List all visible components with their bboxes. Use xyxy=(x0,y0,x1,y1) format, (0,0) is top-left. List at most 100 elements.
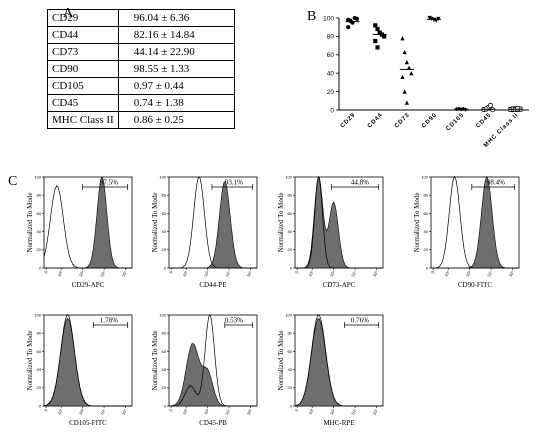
x-tick-label: 10⁴ xyxy=(99,270,107,278)
y-axis-label: Normalized To Mode xyxy=(26,192,34,252)
marker-value: 44.14 ± 22.90 xyxy=(117,43,235,61)
category-label: CD90 xyxy=(421,112,438,129)
y-axis-label: Normalized To Mode xyxy=(151,330,159,390)
data-point xyxy=(377,30,382,35)
y-tick-label: 20 xyxy=(288,385,293,390)
x-tick-label: 10⁴ xyxy=(224,408,232,416)
category-label: CD44 xyxy=(367,112,384,129)
x-tick-label: 10² xyxy=(307,269,315,277)
y-tick-label: 80 xyxy=(162,331,167,336)
y-tick-label: 0 xyxy=(164,265,167,270)
y-tick-label: 20 xyxy=(37,247,42,252)
y-tick-label: 60 xyxy=(288,349,293,354)
gate-percentage: 0.76% xyxy=(351,317,369,325)
gate-percentage: 44.8% xyxy=(351,179,369,187)
x-axis-label: CD29-APC xyxy=(72,281,105,289)
isotype-histogram xyxy=(43,314,132,407)
plot-frame xyxy=(43,176,133,269)
isotype-histogram xyxy=(295,175,383,269)
table-row: CD45 0.74 ± 1.38 xyxy=(47,94,235,112)
histogram-plot: 0 20 40 60 80 100 0 10² 10³ 10⁴ 10⁵ 98.4% Normalized… xyxy=(413,174,520,289)
y-tick-label: 80 xyxy=(327,34,335,41)
isotype-histogram xyxy=(169,314,257,407)
data-point xyxy=(348,18,353,23)
x-tick-label: 10⁴ xyxy=(224,270,232,278)
x-tick-label: 10⁴ xyxy=(486,270,494,278)
y-tick-label: 40 xyxy=(37,229,42,234)
x-tick-label: 10⁵ xyxy=(246,408,254,416)
x-tick-label: 10⁵ xyxy=(121,270,129,278)
y-tick-label: 100 xyxy=(34,312,41,317)
gate-percentage: 97.5% xyxy=(100,179,118,187)
y-tick-label: 60 xyxy=(288,211,293,216)
x-tick-label: 10³ xyxy=(465,269,473,277)
y-tick-label: 100 xyxy=(323,15,334,22)
data-point xyxy=(404,60,409,65)
histogram-plot: 0 20 40 60 80 100 0 10² 10³ 10⁴ 10⁵ 44.8% Normalized… xyxy=(277,174,384,289)
y-tick-label: 0 xyxy=(39,403,42,408)
data-point xyxy=(406,65,412,70)
data-point xyxy=(373,23,378,28)
y-tick-label: 60 xyxy=(37,349,42,354)
stained-histogram xyxy=(168,343,257,407)
x-tick-label: 0 xyxy=(168,269,174,274)
x-tick-label: 10² xyxy=(181,407,189,415)
table-row: MHC Class II 0.86 ± 0.25 xyxy=(47,111,235,129)
stained-histogram xyxy=(43,317,132,407)
x-tick-label: 10⁵ xyxy=(372,270,380,278)
x-tick-label: 10³ xyxy=(329,407,337,415)
y-tick-label: 40 xyxy=(37,367,42,372)
marker-table: CD29 96.04 ± 6.36 CD44 82.16 ± 14.84 CD73 44.… xyxy=(47,9,235,129)
table-row: CD29 96.04 ± 6.36 xyxy=(47,9,235,27)
x-axis-label: CD90-FITC xyxy=(458,281,493,289)
x-axis-label: CD73-APC xyxy=(323,281,356,289)
y-axis-label: Normalized To Mode xyxy=(413,192,421,252)
y-tick-label: 100 xyxy=(285,312,292,317)
data-point xyxy=(400,36,405,41)
y-tick-label: 100 xyxy=(421,174,428,179)
y-tick-label: 80 xyxy=(424,193,429,198)
y-tick-label: 40 xyxy=(288,229,293,234)
y-tick-label: 80 xyxy=(288,331,293,336)
y-tick-label: 100 xyxy=(159,174,166,179)
y-tick-label: 60 xyxy=(424,211,429,216)
isotype-histogram xyxy=(294,314,383,407)
x-tick-label: 10³ xyxy=(203,407,211,415)
x-tick-label: 0 xyxy=(168,407,174,412)
data-point xyxy=(400,74,405,79)
data-point xyxy=(402,49,407,55)
gate-percentage: 1.78% xyxy=(100,317,118,325)
marker-value: 0.86 ± 0.25 xyxy=(117,111,235,129)
x-tick-label: 10³ xyxy=(329,269,337,277)
y-tick-label: 20 xyxy=(37,385,42,390)
histogram-plot: 0 20 40 60 80 100 0 10² 10³ 10⁴ 10⁵ 0.76% Normalized… xyxy=(277,312,384,427)
x-tick-label: 10⁴ xyxy=(350,408,358,416)
x-axis-label: CD44-PE xyxy=(199,281,226,289)
y-tick-label: 40 xyxy=(327,71,335,78)
data-point xyxy=(375,45,380,50)
y-tick-label: 40 xyxy=(162,229,167,234)
y-tick-label: 0 xyxy=(290,265,293,270)
y-tick-label: 100 xyxy=(159,312,166,317)
y-tick-label: 80 xyxy=(37,331,42,336)
y-tick-label: 0 xyxy=(164,403,167,408)
marker-value: 98.55 ± 1.33 xyxy=(117,60,235,78)
stained-histogram xyxy=(169,181,257,269)
y-tick-label: 20 xyxy=(424,247,429,252)
x-tick-label: 10⁵ xyxy=(246,270,254,278)
y-axis-label: Normalized To Mode xyxy=(26,330,34,390)
table-row: CD90 98.55 ± 1.33 xyxy=(47,60,235,78)
marker-value: 0.74 ± 1.38 xyxy=(117,94,235,112)
y-tick-label: 0 xyxy=(330,107,334,114)
x-tick-label: 10² xyxy=(56,269,64,277)
x-tick-label: 10³ xyxy=(78,269,86,277)
x-tick-label: 0 xyxy=(294,407,300,412)
gate-percentage: 0.53% xyxy=(225,317,243,325)
table-row: CD105 0.97 ± 0.44 xyxy=(47,77,235,95)
histogram-plot: 0 20 40 60 80 100 0 10² 10³ 10⁴ 10⁵ 97.5% Normalized… xyxy=(26,174,133,289)
y-tick-label: 40 xyxy=(424,229,429,234)
y-tick-label: 100 xyxy=(34,174,41,179)
y-tick-label: 80 xyxy=(37,193,42,198)
category-label: CD45 xyxy=(475,112,492,129)
